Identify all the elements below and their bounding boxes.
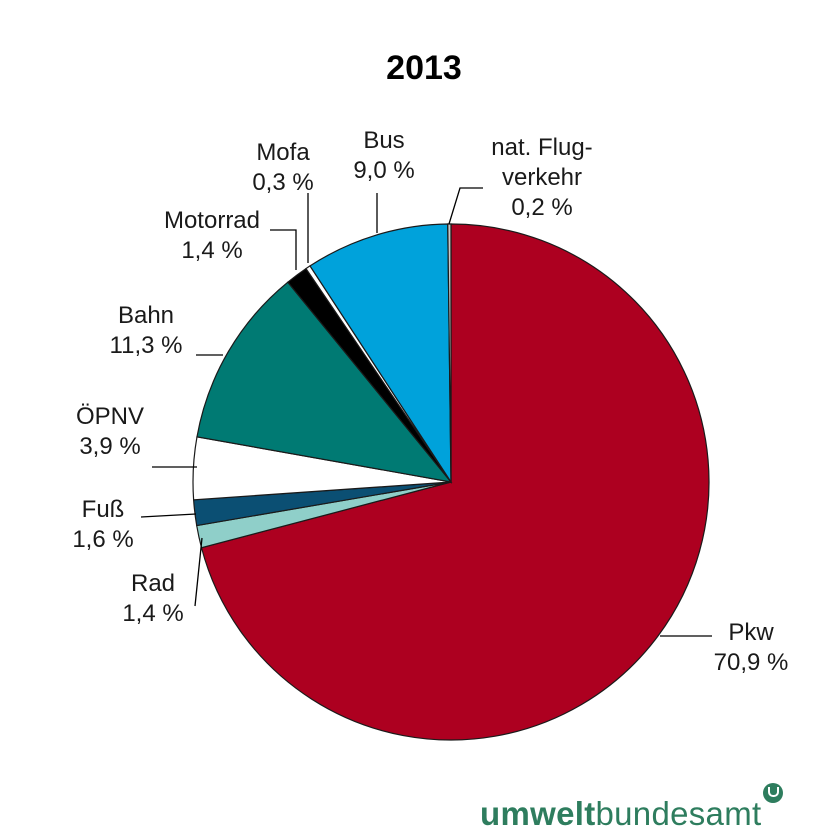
leader-line-8	[448, 187, 483, 225]
slice-label-0: Pkw 70,9 %	[714, 619, 789, 676]
slice-label-5: Motorrad 1,4 %	[164, 207, 260, 264]
pie-slices	[192, 223, 710, 741]
slice-label-line: Rad	[131, 570, 175, 597]
slice-label-line: Motorrad	[164, 207, 260, 234]
slice-label-4: Bahn 11,3 %	[110, 302, 183, 359]
slice-label-line: verkehr	[502, 164, 582, 191]
umweltbundesamt-logo: umweltbundesamt	[480, 783, 784, 833]
slice-label-3: ÖPNV 3,9 %	[76, 403, 144, 460]
slice-label-1: Rad 1,4 %	[122, 570, 183, 627]
slice-label-6: Mofa 0,3 %	[252, 139, 313, 196]
slice-label-line: 1,4 %	[122, 600, 183, 627]
slice-label-line: Bus	[363, 127, 404, 154]
leader-lines	[140, 187, 712, 637]
slice-label-line: 1,6 %	[72, 526, 133, 553]
pie-slice-7	[309, 223, 452, 485]
slice-label-line: 0,2 %	[511, 194, 572, 221]
slice-label-line: ÖPNV	[76, 403, 144, 430]
slice-label-line: Pkw	[728, 619, 774, 646]
pie-slice-0	[200, 223, 710, 741]
slice-label-line: Mofa	[256, 139, 310, 166]
slice-label-7: Bus 9,0 %	[353, 127, 414, 184]
slice-label-8: nat. Flug-verkehr 0,2 %	[491, 134, 592, 221]
slice-label-line: 0,3 %	[252, 169, 313, 196]
logo-text-umwelt: umwelt	[480, 795, 596, 832]
slice-label-2: Fuß 1,6 %	[72, 496, 133, 553]
slice-labels: Pkw 70,9 % Rad 1,4 % Fuß 1,6 % ÖPNV 3,9 % Bahn 11…	[72, 127, 788, 676]
leader-line-1	[194, 537, 203, 607]
slice-label-line: 1,4 %	[181, 237, 242, 264]
slice-label-line: 11,3 %	[110, 332, 183, 359]
slice-label-line: 3,9 %	[79, 433, 140, 460]
logo-mark-icon	[763, 783, 784, 803]
slice-label-line: 70,9 %	[714, 649, 789, 676]
slice-label-line: nat. Flug-	[491, 134, 592, 161]
logo-text-bundesamt: bundesamt	[595, 795, 762, 832]
leader-line-2	[140, 513, 197, 518]
leader-line-5	[270, 229, 297, 270]
slice-label-line: Fuß	[82, 496, 125, 523]
pie-slice-4	[196, 281, 453, 483]
slice-label-line: Bahn	[118, 302, 174, 329]
slice-label-line: 9,0 %	[353, 157, 414, 184]
chart-title: 2013	[386, 49, 462, 87]
